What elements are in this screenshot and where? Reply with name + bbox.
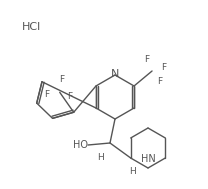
Text: F: F	[67, 92, 72, 101]
Text: HO: HO	[73, 140, 88, 150]
Text: F: F	[161, 63, 167, 71]
Text: N: N	[111, 69, 119, 79]
Text: H: H	[97, 153, 103, 161]
Text: F: F	[145, 54, 150, 64]
Text: HCl: HCl	[22, 22, 41, 32]
Text: F: F	[157, 77, 163, 85]
Text: HN: HN	[141, 154, 155, 164]
Text: H: H	[129, 167, 136, 177]
Text: F: F	[44, 90, 49, 99]
Text: F: F	[59, 75, 64, 84]
